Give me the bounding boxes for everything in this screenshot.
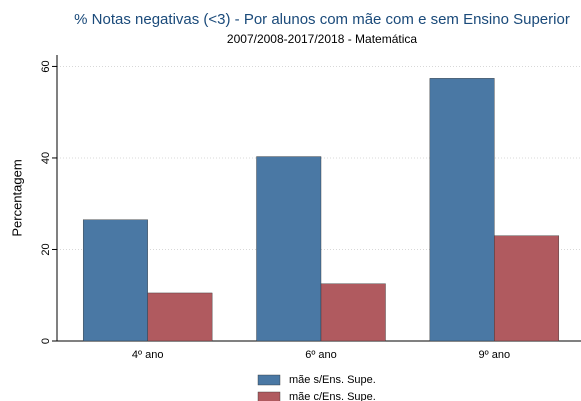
y-tick-label: 0	[40, 338, 52, 344]
x-tick-label: 6º ano	[305, 349, 337, 361]
legend-label: mãe c/Ens. Supe.	[289, 391, 376, 401]
bar	[320, 283, 386, 342]
x-tick-label: 4º ano	[132, 349, 164, 361]
bar	[494, 235, 560, 342]
y-tick-label: 20	[40, 243, 52, 255]
chart-title: % Notas negativas (<3) - Por alunos com …	[74, 11, 570, 28]
y-axis-label: Percentagem	[9, 159, 24, 236]
bar	[82, 219, 148, 342]
y-tick-label: 60	[40, 60, 52, 72]
bar	[147, 292, 213, 342]
chart-subtitle: 2007/2008-2017/2018 - Matemática	[227, 32, 417, 46]
legend-swatch	[257, 391, 281, 401]
x-tick-label: 9º ano	[479, 349, 511, 361]
legend-swatch	[257, 374, 281, 386]
y-tick-label: 40	[40, 152, 52, 164]
bar	[429, 78, 495, 342]
legend-label: mãe s/Ens. Supe.	[289, 374, 376, 386]
bar	[256, 156, 322, 342]
